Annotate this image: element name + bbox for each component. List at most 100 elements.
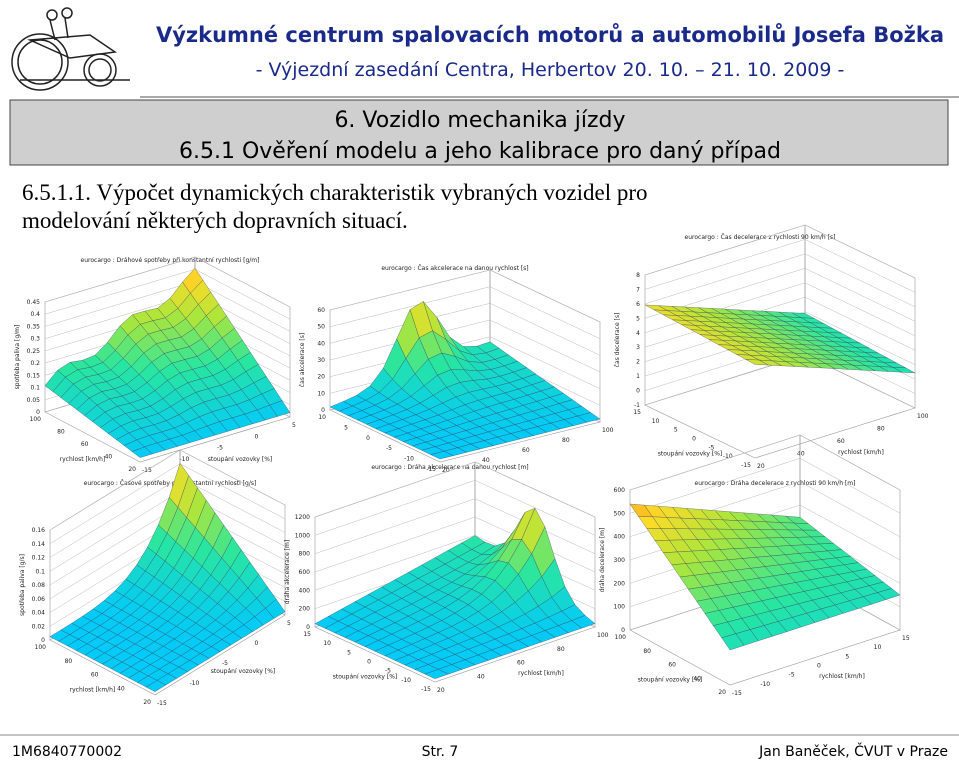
z-tick-label: 6 (636, 301, 640, 308)
z-tick-label: 0.16 (32, 527, 46, 534)
v-axis-label: rychlost [km/h] (819, 673, 865, 680)
surface-plot: eurocargo : Dráha akcelerace na danou ry… (284, 461, 609, 694)
footer-left: 1M6840770002 (12, 744, 122, 760)
u-axis-label: rychlost [km/h] (70, 687, 116, 694)
surface-cell (430, 451, 454, 460)
grid-line (329, 303, 601, 356)
v-tick-label: 40 (482, 457, 490, 464)
header-title: Výzkumné centrum spalovacích motorů a au… (156, 23, 944, 47)
u-tick-label: 0 (367, 659, 371, 666)
grid-line (329, 336, 601, 389)
surface-plot: eurocargo : Čas akcelerace na danou rych… (299, 265, 614, 474)
u-tick-label: 40 (105, 454, 113, 461)
v-tick-label: -5 (222, 660, 228, 667)
v-tick-label: 10 (874, 644, 882, 651)
grid-line (329, 319, 601, 373)
u-tick-label: 40 (117, 685, 125, 692)
v-tick-label: 20 (442, 467, 450, 474)
z-tick-label: 0.04 (32, 610, 46, 617)
u-tick-label: 80 (65, 658, 73, 665)
u-tick-label: 15 (633, 409, 641, 416)
v-tick-label: -5 (217, 445, 223, 452)
v-tick-label: 100 (917, 413, 929, 420)
logo (11, 7, 130, 91)
u-tick-label: -10 (723, 453, 733, 460)
section-heading: modelování některých dopravních situací. (22, 208, 408, 233)
z-tick-label: 0 (321, 407, 325, 414)
z-tick-label: 0.08 (32, 582, 46, 589)
z-tick-label: 7 (636, 286, 640, 293)
surface-plot: eurocargo : Čas decelerace z rychlosti 9… (614, 224, 929, 470)
u-tick-label: -15 (421, 686, 431, 693)
v-tick-label: -15 (157, 700, 167, 707)
z-axis-label: čas akcelerace [s] (299, 333, 306, 387)
z-tick-label: 5 (636, 315, 640, 322)
v-tick-label: 5 (845, 653, 849, 660)
z-tick-label: 0 (621, 627, 625, 634)
v-tick-label: -10 (760, 681, 770, 688)
z-tick-label: 3 (636, 344, 640, 351)
footer-center: Str. 7 (422, 744, 459, 760)
header-subtitle: - Výjezdní zasedání Centra, Herbertov 20… (256, 59, 845, 81)
v-tick-label: -10 (190, 680, 200, 687)
z-tick-label: 30 (317, 357, 325, 364)
v-tick-label: 5 (292, 422, 296, 429)
plot-title: eurocargo : Dráhové spotřeby při konstan… (81, 257, 260, 264)
surface (49, 462, 286, 692)
surface-cell (424, 669, 449, 679)
section-heading: 6.5.1.1. Výpočet dynamických charakteris… (22, 180, 648, 205)
surface-cell (721, 633, 745, 651)
grid-line (314, 516, 596, 573)
u-tick-label: 0 (366, 435, 370, 442)
u-tick-label: 10 (323, 640, 331, 647)
v-axis-label: stoupání vozovky [%] (208, 456, 273, 463)
u-tick-label: -5 (708, 444, 714, 451)
u-tick-label: 20 (128, 466, 136, 473)
grid-line (644, 253, 916, 308)
v-axis-label: stoupání vozovky [%] (211, 668, 276, 675)
z-axis-label: dráha akcelerace [m] (284, 540, 291, 604)
grid-line (644, 268, 916, 322)
u-tick-label: 10 (652, 418, 660, 425)
v-tick-label: 0 (255, 640, 259, 647)
v-tick-label: -10 (180, 456, 190, 463)
v-tick-label: 20 (437, 687, 445, 694)
z-tick-label: 600 (299, 569, 311, 576)
z-tick-label: 800 (299, 551, 311, 558)
u-tick-label: 5 (344, 424, 348, 431)
surface-cell (745, 359, 769, 366)
z-tick-label: 0.05 (27, 397, 41, 404)
u-tick-label: 20 (718, 689, 726, 696)
u-tick-label: 60 (668, 662, 676, 669)
z-tick-label: 0.02 (32, 623, 46, 630)
z-tick-label: 200 (614, 580, 626, 587)
surface-cell (131, 446, 153, 458)
v-tick-label: 0 (817, 663, 821, 670)
grid-line (644, 239, 916, 293)
z-tick-label: 0.45 (27, 299, 41, 306)
v-tick-label: 80 (557, 646, 565, 653)
z-tick-label: 0 (41, 637, 45, 644)
v-tick-label: -15 (732, 690, 742, 697)
surface (329, 301, 601, 460)
u-tick-label: 60 (81, 441, 89, 448)
u-axis-label: stoupání vozovky [%] (638, 677, 703, 684)
v-tick-label: 40 (797, 451, 805, 458)
z-tick-label: 200 (299, 606, 311, 613)
z-tick-label: -1 (634, 402, 640, 409)
plot-title: eurocargo : Čas akcelerace na danou rych… (381, 265, 528, 272)
z-tick-label: 0.4 (30, 311, 40, 318)
plot-title: eurocargo : Dráha akcelerace na danou ry… (371, 464, 528, 471)
z-tick-label: 0.1 (35, 568, 45, 575)
grid-line (314, 480, 596, 536)
banner-line2: 6.5.1 Ověření modelu a jeho kalibrace pr… (179, 139, 781, 164)
surface-cell (145, 680, 167, 692)
surface-plot: eurocargo : Časové spotřeby při konstant… (19, 449, 291, 707)
u-tick-label: -15 (741, 462, 751, 469)
u-tick-label: 0 (692, 436, 696, 443)
z-tick-label: 300 (614, 557, 626, 564)
v-tick-label: 80 (562, 437, 570, 444)
u-tick-label: 20 (143, 699, 151, 706)
back-wall (804, 224, 916, 409)
z-tick-label: 20 (317, 374, 325, 381)
